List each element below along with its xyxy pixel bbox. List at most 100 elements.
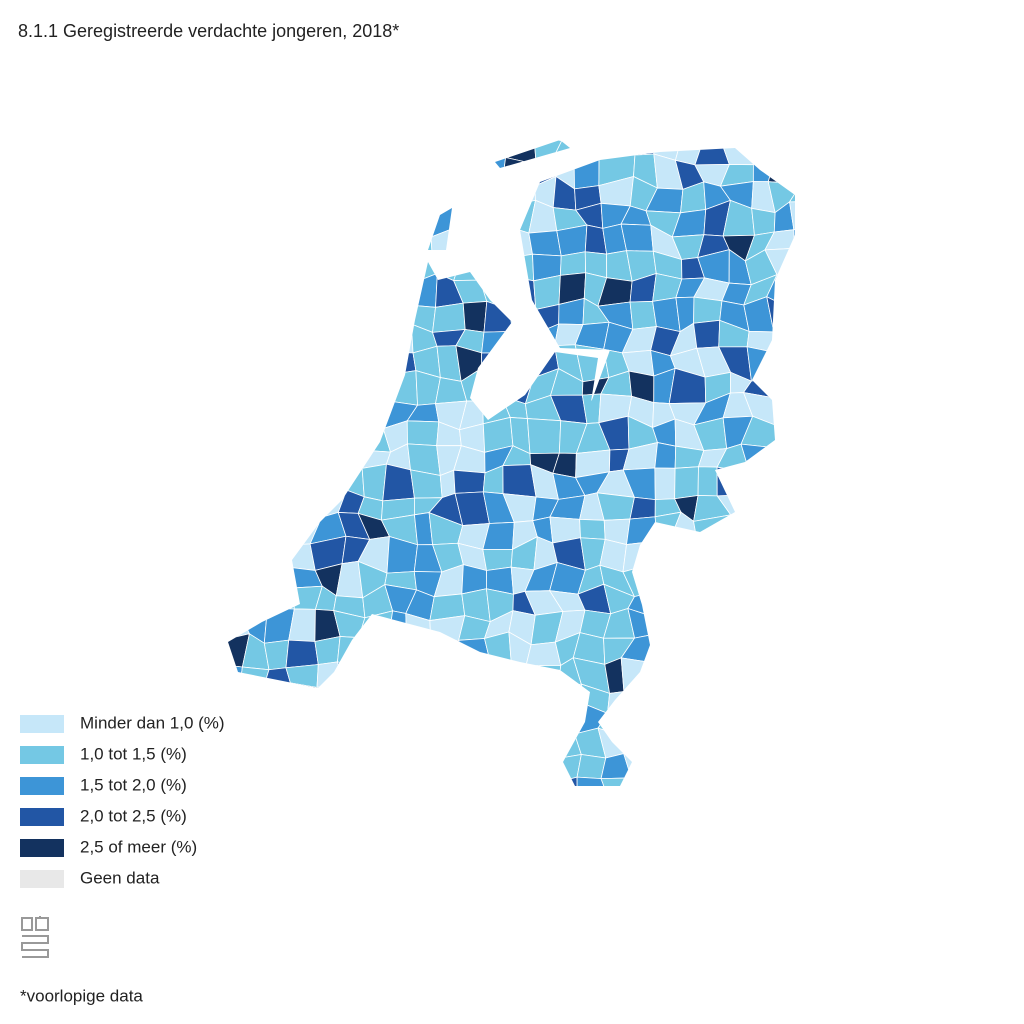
- municipality: [261, 421, 297, 448]
- municipality: [365, 827, 386, 862]
- municipality: [654, 442, 677, 469]
- municipality: [814, 152, 847, 185]
- municipality: [309, 467, 348, 496]
- map-title: 8.1.1 Geregistreerde verdachte jongeren,…: [18, 21, 399, 41]
- municipality: [228, 348, 250, 379]
- municipality: [504, 274, 537, 310]
- municipality: [789, 464, 795, 496]
- municipality: [462, 300, 488, 333]
- municipality: [788, 658, 795, 687]
- municipality: [819, 346, 846, 376]
- municipality: [729, 514, 751, 549]
- municipality: [335, 708, 359, 742]
- municipality: [363, 787, 393, 812]
- municipality: [796, 801, 817, 834]
- municipality: [816, 488, 839, 524]
- municipality: [242, 829, 272, 853]
- municipality: [228, 256, 248, 283]
- municipality: [788, 183, 795, 203]
- municipality: [436, 660, 467, 693]
- municipality: [290, 254, 323, 281]
- legend-swatch: [20, 870, 64, 888]
- municipality: [798, 826, 820, 857]
- municipality: [228, 375, 251, 405]
- municipality: [261, 442, 291, 475]
- municipality: [335, 754, 371, 786]
- municipality: [816, 325, 847, 356]
- municipality: [453, 469, 486, 494]
- municipality: [436, 155, 464, 187]
- municipality: [240, 140, 272, 159]
- municipality: [391, 709, 417, 742]
- municipality: [262, 800, 289, 829]
- municipality: [579, 518, 606, 540]
- municipality: [269, 368, 300, 399]
- municipality: [260, 713, 300, 743]
- municipality: [359, 323, 393, 353]
- legend-swatch: [20, 715, 64, 733]
- municipality: [815, 273, 851, 301]
- municipality: [557, 683, 586, 713]
- municipality: [525, 733, 555, 761]
- municipality: [238, 706, 266, 743]
- municipality: [265, 487, 298, 523]
- municipality: [480, 755, 514, 784]
- municipality: [772, 370, 794, 400]
- municipality: [725, 545, 751, 572]
- municipality: [528, 230, 562, 257]
- municipality: [237, 730, 272, 758]
- municipality: [788, 140, 795, 156]
- municipality: [576, 754, 607, 780]
- municipality: [626, 809, 658, 835]
- municipality: [697, 614, 732, 637]
- municipality: [793, 590, 795, 616]
- municipality: [703, 754, 732, 786]
- municipality: [773, 330, 795, 356]
- municipality: [363, 802, 393, 836]
- municipality: [483, 300, 513, 333]
- municipality: [705, 780, 732, 786]
- municipality: [238, 536, 274, 573]
- municipality: [289, 154, 319, 190]
- municipality: [791, 354, 795, 375]
- municipality: [237, 809, 272, 829]
- municipality: [368, 751, 384, 786]
- municipality: [316, 661, 344, 689]
- municipality: [317, 140, 347, 159]
- municipality: [309, 753, 337, 780]
- legend-label: 2,5 of meer (%): [80, 837, 197, 856]
- municipality: [649, 682, 677, 718]
- municipality: [267, 322, 296, 356]
- municipality: [751, 207, 776, 236]
- municipality: [629, 777, 658, 786]
- municipality: [724, 634, 746, 662]
- municipality: [285, 639, 319, 669]
- municipality: [789, 439, 795, 475]
- municipality: [764, 447, 791, 478]
- municipality: [480, 738, 515, 762]
- municipality: [479, 156, 507, 188]
- municipality: [222, 829, 248, 860]
- municipality: [816, 760, 842, 784]
- municipality: [720, 593, 756, 618]
- municipality: [462, 733, 482, 762]
- municipality: [744, 614, 775, 646]
- legend-label: 1,5 tot 2,0 (%): [80, 775, 187, 794]
- municipality: [620, 223, 654, 252]
- municipality: [429, 708, 466, 739]
- municipality: [481, 330, 514, 354]
- municipality: [742, 754, 771, 784]
- municipality: [456, 178, 486, 208]
- municipality: [727, 614, 756, 645]
- municipality: [455, 683, 489, 716]
- municipality: [294, 761, 311, 786]
- municipality: [477, 777, 516, 786]
- municipality: [670, 536, 704, 571]
- municipality: [573, 140, 610, 159]
- municipality: [288, 368, 311, 398]
- map: [222, 140, 851, 862]
- municipality: [742, 779, 770, 786]
- municipality: [341, 351, 371, 382]
- municipality: [816, 833, 849, 857]
- municipality: [788, 296, 795, 332]
